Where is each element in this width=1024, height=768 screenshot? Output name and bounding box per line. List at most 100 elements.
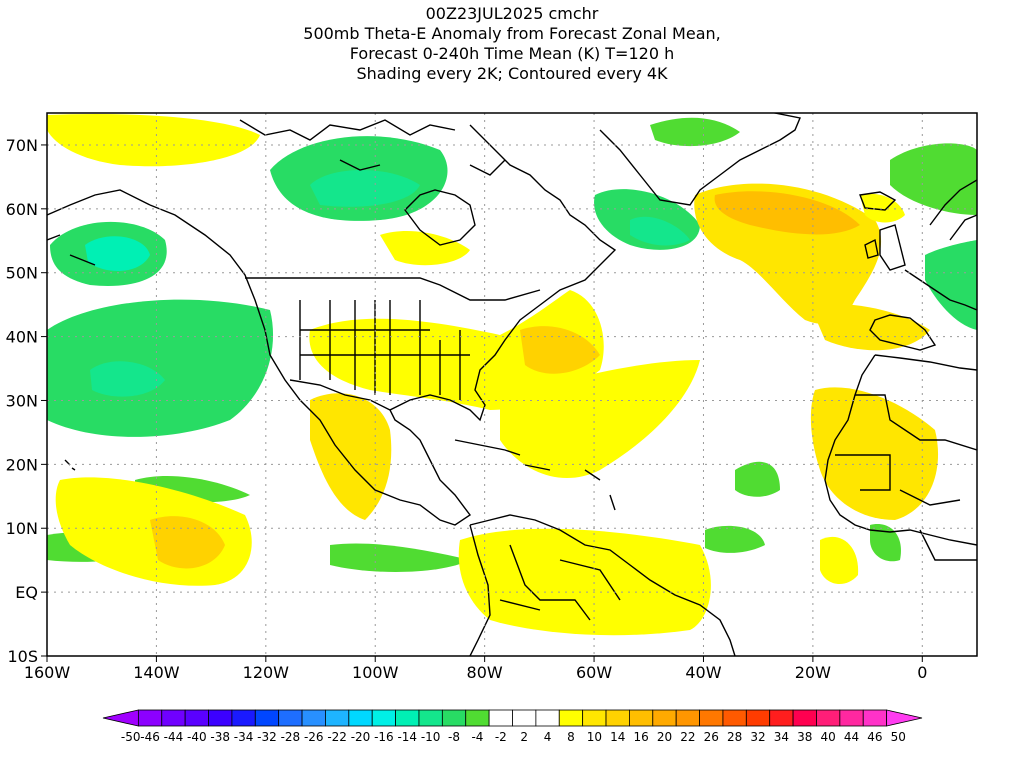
colorbar-swatch [535, 709, 560, 727]
arctic-islands [239, 119, 506, 176]
colorbar-label: 38 [797, 730, 812, 744]
orange-core-west-atlantic [520, 326, 600, 374]
lon-tick-label: 160W [24, 663, 71, 682]
green-region-europe [925, 240, 977, 330]
colorbar-label: -4 [471, 730, 483, 744]
colorbar-label: 4 [544, 730, 552, 744]
cuba-caribbean [454, 439, 616, 511]
yellow-region-south-america [458, 528, 711, 636]
europe-coast [869, 269, 977, 351]
lon-tick-label: 40W [685, 663, 721, 682]
colorbar-swatch [395, 709, 420, 727]
iceland [859, 191, 897, 211]
title-line-field: 500mb Theta-E Anomaly from Forecast Zona… [303, 24, 721, 43]
yellow-region-tropical-atlantic [500, 360, 700, 479]
africa-borders [835, 394, 977, 561]
colorbar-swatch [465, 709, 490, 727]
colorbar-swatch [792, 709, 817, 727]
colorbar-swatch [418, 709, 443, 727]
north-america-coast [149, 124, 617, 526]
green-region-central-atlantic [735, 461, 780, 497]
colorbar-swatch [184, 709, 209, 727]
lat-tick-label: 60N [6, 200, 38, 219]
colorbar-swatch [816, 709, 841, 727]
yellow-region-arctic-west [47, 114, 260, 167]
colorbar-label: 44 [844, 730, 859, 744]
yellow-region-west-africa [810, 387, 939, 520]
colorbar-label: -38 [210, 730, 230, 744]
colorbar-label: 14 [610, 730, 625, 744]
yellow-region-gulf-of-guinea [820, 536, 859, 585]
colorbar-label: -44 [164, 730, 184, 744]
us-state-lines [299, 300, 470, 400]
colorbar-swatch [278, 709, 303, 727]
colorbar-label: 40 [821, 730, 836, 744]
colorbar-label: -22 [327, 730, 347, 744]
green-region-tropical-atlantic [705, 525, 765, 553]
lon-tick-label: 0 [917, 663, 927, 682]
colorbar-swatch [231, 709, 256, 727]
green-region-west-africa [870, 524, 901, 562]
us-mexico-border [289, 379, 391, 411]
us-canada-border [245, 277, 541, 301]
colorbar-swatch [745, 709, 771, 727]
green-region-east-tropical-pacific [330, 543, 470, 572]
colorbar-label: 26 [704, 730, 719, 744]
colorbar-swatch [862, 709, 888, 727]
lat-tick-label: 30N [6, 391, 38, 410]
lat-tick-label: 70N [6, 136, 38, 155]
colorbar-swatch [582, 709, 607, 727]
colorbar-label: -26 [304, 730, 324, 744]
colorbar-swatch [629, 709, 654, 727]
lat-tick-label: 10N [6, 519, 38, 538]
green-region-greenland-north [650, 117, 740, 147]
colorbar-swatch [769, 709, 794, 727]
canada-hudson-bay [404, 189, 476, 246]
lat-tick-label: 20N [6, 455, 38, 474]
colorbar-label: -2 [495, 730, 507, 744]
lon-tick-label: 120W [243, 663, 290, 682]
title-line-forecast: Forecast 0-240h Time Mean (K) T=120 h [349, 44, 675, 63]
british-isles [864, 224, 906, 271]
anomaly-shading [47, 114, 977, 636]
alaska-coast [47, 189, 151, 266]
colorbar-swatch [722, 709, 747, 727]
colorbar-label: 2 [520, 730, 528, 744]
colorbar-label: -50 [121, 730, 141, 744]
green-core-labrador-sea [630, 216, 690, 246]
lat-tick-label: 40N [6, 328, 38, 347]
colorbar-swatch [137, 709, 163, 727]
colorbar-label: -32 [257, 730, 277, 744]
colorbar-swatch [254, 709, 280, 727]
lon-tick-label: 140W [133, 663, 180, 682]
colorbar-label: -40 [187, 730, 207, 744]
lat-tick-label: EQ [15, 583, 38, 602]
colorbar-label: -16 [374, 730, 394, 744]
coastlines-and-borders [47, 113, 977, 656]
lat-tick-label: 10S [7, 647, 38, 666]
africa-coast [824, 354, 977, 546]
longitude-tick-labels: 160W 140W 120W 100W 80W 60W 40W 20W 0 [24, 656, 927, 682]
green-core-north-pacific [85, 236, 150, 272]
colorbar-swatch [325, 709, 350, 727]
colorbar-swatch [699, 709, 724, 727]
green-core-arctic-canada [310, 170, 420, 207]
orange-core-east-pacific-tropics [150, 516, 225, 569]
scandinavia [929, 179, 977, 241]
yellow-region-great-lakes [380, 230, 470, 266]
colorbar-swatch [512, 709, 537, 727]
lon-tick-label: 80W [467, 663, 503, 682]
green-core-east-pacific [90, 361, 165, 397]
title-line-run: 00Z23JUL2025 cmchr [425, 4, 599, 23]
colorbar-label: -20 [351, 730, 371, 744]
south-america-borders [499, 544, 621, 621]
colorbar-swatch [605, 709, 630, 727]
latitude-tick-labels: 70N 60N 50N 40N 30N 20N 10N EQ 10S [6, 136, 47, 666]
colorbar-swatch [441, 709, 467, 727]
colorbar-label: -10 [421, 730, 441, 744]
yellow-region-mexico [310, 393, 392, 520]
colorbar-label: 50 [891, 730, 906, 744]
colorbar-swatch [839, 709, 864, 727]
colorbar-label: 8 [567, 730, 575, 744]
colorbar-swatch [371, 709, 396, 727]
